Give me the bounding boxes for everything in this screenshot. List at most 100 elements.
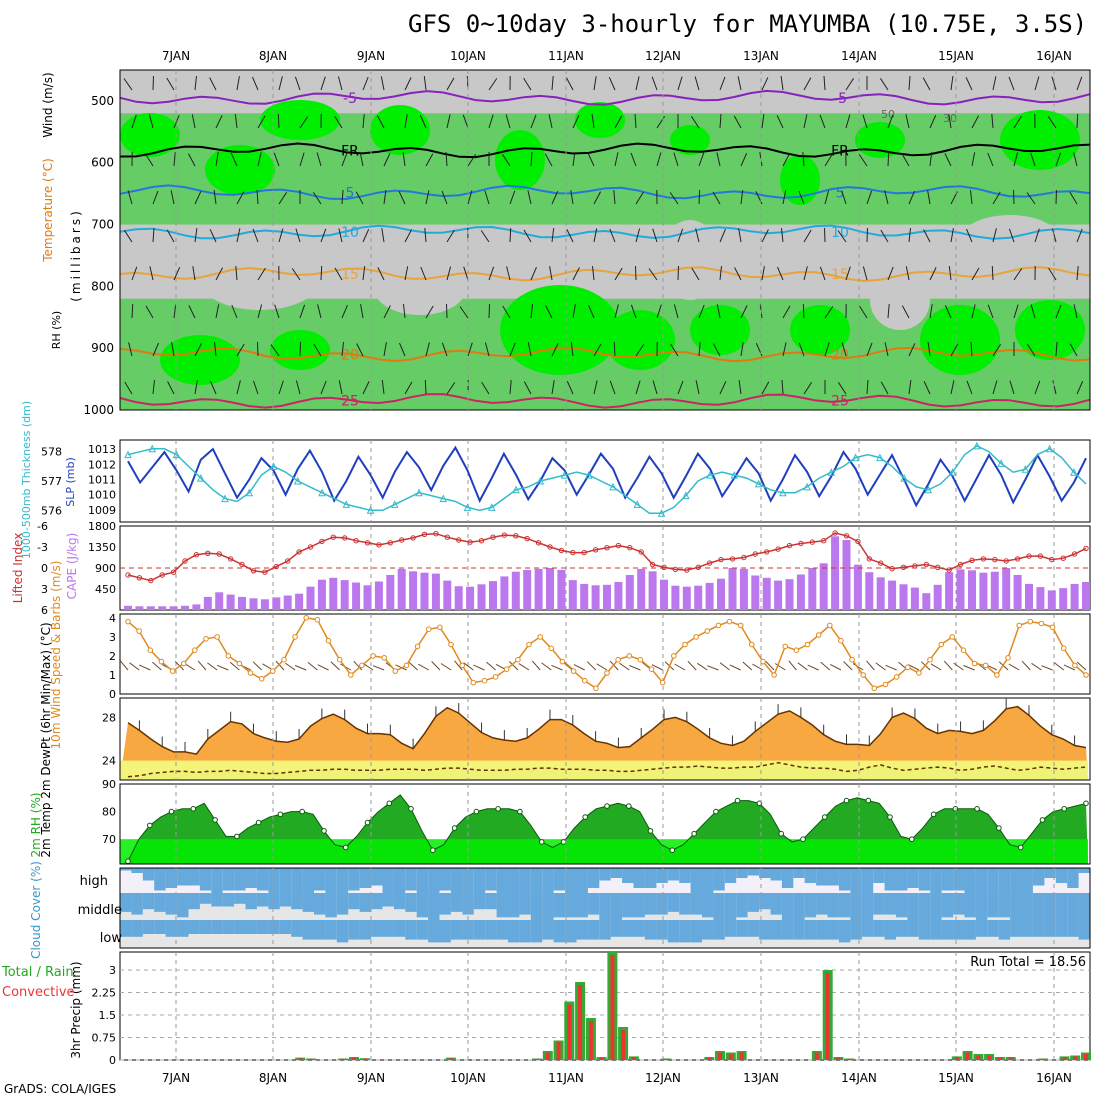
- wind-speed-marker: [871, 685, 878, 692]
- cape-bar: [397, 568, 406, 610]
- rh2m-marker: [909, 836, 915, 843]
- cape-bar: [774, 580, 783, 610]
- thickness-marker: [827, 468, 836, 476]
- panel-frame: [119, 613, 1091, 695]
- cloud-cell: [565, 868, 577, 893]
- cloud-cell: [930, 868, 943, 893]
- cape-bar: [990, 571, 999, 610]
- wind-speed-marker: [214, 634, 220, 640]
- cloud-cell: [485, 868, 498, 891]
- lifted-index-marker: [250, 568, 257, 574]
- wind-tick-label: 4: [109, 612, 116, 625]
- cloud-cell: [1055, 893, 1068, 920]
- wind-barb: [229, 661, 240, 671]
- cloud-cell: [804, 920, 817, 940]
- wind-barb: [341, 189, 344, 205]
- cape-bar: [523, 569, 532, 610]
- wind-barb: [901, 305, 910, 319]
- wind-barb: [446, 382, 456, 395]
- wind-barb: [970, 190, 973, 205]
- wind-speed-marker: [158, 658, 165, 665]
- cape-bar: [215, 592, 224, 610]
- wind-barb: [486, 661, 496, 671]
- rh2m-marker: [604, 803, 610, 809]
- lifted-index-marker: [638, 549, 644, 555]
- wind-speed-marker: [682, 641, 688, 648]
- wind-barb: [278, 380, 284, 395]
- cloud-cell: [622, 893, 634, 918]
- wind-barb: [320, 76, 326, 91]
- thickness-marker: [876, 453, 884, 462]
- wind-barb: [841, 190, 847, 205]
- lifted-index-marker: [992, 556, 998, 563]
- wind-barb: [656, 304, 662, 319]
- cape-bar: [238, 596, 246, 610]
- precip-convective-bar: [954, 1057, 959, 1060]
- thickness-marker: [124, 450, 132, 459]
- cloud-cell: [496, 868, 509, 893]
- cloud-cell: [850, 920, 863, 940]
- wind-barb: [313, 343, 322, 357]
- wind-barb: [677, 228, 684, 243]
- wind-speed-marker: [782, 643, 789, 650]
- wind-barb: [446, 114, 451, 129]
- lifted-index-marker: [193, 552, 200, 558]
- cloud-cell: [131, 868, 144, 873]
- wind-barb: [501, 154, 511, 167]
- wind-speed-marker: [637, 656, 644, 663]
- date-label-bottom: 9JAN: [357, 1071, 385, 1085]
- wind-barb: [634, 113, 637, 129]
- cloud-cell: [428, 893, 440, 920]
- rh-high-area: [1015, 300, 1085, 360]
- wind-barb: [530, 151, 533, 167]
- wind-barb: [424, 379, 427, 395]
- lifted-index-marker: [513, 533, 519, 539]
- wind-barb: [527, 190, 532, 205]
- wind-barb: [1013, 115, 1022, 129]
- wind-barb: [845, 78, 855, 91]
- wind-barb: [184, 663, 196, 671]
- wind-barb: [1051, 76, 1057, 91]
- precip-convective-bar: [341, 1058, 346, 1060]
- wind-barb: [152, 661, 162, 671]
- wind-speed-marker: [693, 634, 699, 640]
- cloud-cell: [861, 868, 874, 893]
- rh2m-marker: [974, 806, 980, 812]
- wind-barb: [573, 664, 585, 671]
- lifted-index-marker: [889, 566, 895, 572]
- wind-barb: [635, 228, 641, 243]
- thickness-marker: [779, 488, 787, 497]
- cloud-cell: [713, 920, 726, 940]
- wind-barb: [966, 228, 973, 243]
- wind-speed-marker: [726, 618, 733, 625]
- precip-convective-bar: [362, 1058, 367, 1060]
- wind-barb: [383, 153, 391, 167]
- cloud-cell: [165, 868, 178, 888]
- wind-barb: [733, 115, 742, 129]
- thickness-marker: [1045, 444, 1054, 453]
- date-label-top: 16JAN: [1036, 49, 1072, 63]
- cloud-cell: [120, 868, 132, 871]
- wind-barb: [523, 77, 532, 91]
- cloud-cell: [724, 868, 737, 883]
- cape-bar: [682, 586, 691, 610]
- wind-barb: [425, 153, 434, 167]
- cloud-cell: [439, 920, 452, 943]
- wind-barb: [588, 304, 595, 319]
- wind-speed-marker: [236, 660, 243, 667]
- wind-barb: [285, 662, 296, 671]
- lifted-index-marker: [752, 551, 758, 557]
- wind-barb: [880, 229, 889, 243]
- cape-bar: [660, 579, 668, 610]
- wind-barb: [252, 661, 263, 671]
- rh2m-marker: [386, 800, 393, 807]
- wind-speed-marker: [559, 658, 566, 665]
- wind-barb: [670, 343, 679, 357]
- cape-bar: [796, 574, 805, 610]
- precip-convective-bar: [836, 1057, 841, 1060]
- wind-barb: [372, 665, 385, 671]
- rh2m-marker: [952, 806, 959, 812]
- lifted-index-marker: [786, 542, 793, 549]
- cloud-cell: [553, 893, 566, 918]
- wind-barb: [843, 661, 853, 671]
